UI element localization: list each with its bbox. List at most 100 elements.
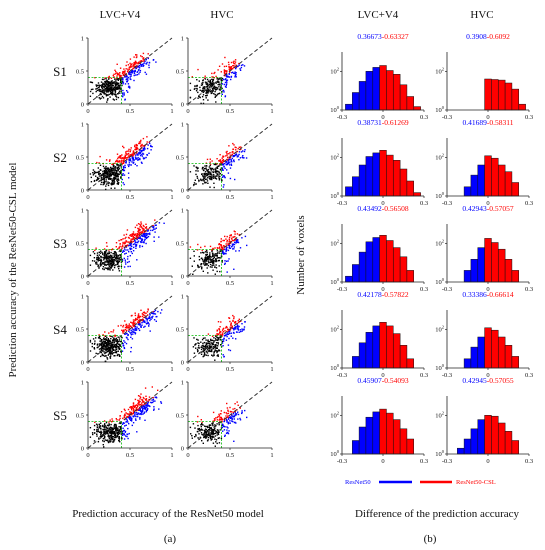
scatter-point xyxy=(206,435,208,437)
scatter-point xyxy=(142,60,144,62)
scatter-point xyxy=(227,432,229,434)
scatter-point xyxy=(100,432,102,435)
scatter-point xyxy=(201,345,203,347)
scatter-point xyxy=(212,254,214,256)
scatter-point xyxy=(97,441,100,443)
scatter-point xyxy=(218,160,220,162)
scatter-point xyxy=(93,260,96,262)
scatter-point xyxy=(227,421,230,424)
scatter-point xyxy=(143,407,145,410)
scatter-point xyxy=(201,251,204,254)
histogram-bar xyxy=(358,342,367,369)
scatter-point xyxy=(125,324,127,326)
scatter-point xyxy=(108,440,111,442)
scatter-point xyxy=(115,242,118,244)
scatter-point xyxy=(122,331,124,333)
scatter-point xyxy=(218,333,220,336)
histogram-bar xyxy=(406,438,414,455)
scatter-point xyxy=(237,418,239,420)
scatter-point xyxy=(220,336,222,339)
scatter-point xyxy=(130,412,132,414)
scatter-point xyxy=(242,157,244,159)
scatter-point xyxy=(113,355,115,357)
scatter-point xyxy=(212,433,214,435)
scatter-point xyxy=(139,244,141,247)
scatter-point xyxy=(219,270,221,273)
x-tick-label: 0.3 xyxy=(525,372,533,379)
scatter-point xyxy=(126,329,128,332)
scatter-point xyxy=(101,354,103,356)
scatter-point xyxy=(110,167,113,170)
scatter-point xyxy=(98,343,101,345)
scatter-point xyxy=(201,173,203,176)
scatter-point xyxy=(109,348,111,350)
scatter-point xyxy=(100,84,102,87)
scatter-point xyxy=(125,246,128,248)
scatter-point xyxy=(237,65,239,67)
scatter-point xyxy=(222,345,224,347)
histogram-bar xyxy=(379,65,387,111)
scatter-point xyxy=(215,335,217,338)
scatter-point xyxy=(106,263,108,266)
scatter-point xyxy=(126,325,129,327)
scatter-point xyxy=(216,336,218,338)
y-tick-label: 102 xyxy=(435,66,444,75)
scatter-point xyxy=(143,228,145,230)
scatter-point xyxy=(94,249,96,251)
scatter-point xyxy=(217,81,219,83)
scatter-point xyxy=(113,253,115,255)
scatter-point xyxy=(107,425,110,427)
scatter-point xyxy=(113,266,116,269)
scatter-point xyxy=(115,337,118,340)
scatter-point xyxy=(198,342,200,345)
scatter-point xyxy=(146,236,149,239)
scatter-point xyxy=(143,403,146,405)
scatter-point xyxy=(114,259,116,261)
histogram-bar xyxy=(491,157,499,197)
scatter-point xyxy=(139,409,142,412)
scatter-point xyxy=(216,86,218,89)
scatter-point xyxy=(141,400,144,402)
scatter-point xyxy=(107,341,109,343)
scatter-point xyxy=(112,170,114,172)
scatter-point xyxy=(132,162,134,164)
scatter-point xyxy=(211,82,214,84)
x-tick-label: -0.3 xyxy=(337,200,347,207)
scatter-point xyxy=(105,254,108,257)
scatter-point xyxy=(204,337,206,339)
scatter-point xyxy=(203,355,205,357)
scatter-point xyxy=(222,354,224,356)
x-tick-label: 1 xyxy=(170,366,173,373)
scatter-point xyxy=(139,237,142,240)
scatter-point xyxy=(132,325,135,327)
histogram-bar xyxy=(463,358,472,369)
scatter-point xyxy=(229,247,232,249)
scatter-point xyxy=(146,61,148,64)
scatter-point xyxy=(191,76,193,78)
scatter-point xyxy=(140,241,142,244)
scatter-point xyxy=(209,245,212,248)
scatter-point xyxy=(123,347,125,349)
scatter-point xyxy=(218,86,220,88)
scatter-point xyxy=(223,70,226,72)
scatter-point xyxy=(132,151,134,153)
scatter-point xyxy=(224,330,226,332)
scatter-point xyxy=(158,222,161,224)
scatter-point xyxy=(142,145,144,147)
scatter-point xyxy=(226,332,229,334)
scatter-point xyxy=(111,336,114,338)
scatter-point xyxy=(113,176,115,179)
scatter-point xyxy=(211,438,213,440)
scatter-point xyxy=(108,182,111,184)
scatter-point xyxy=(99,436,101,438)
scatter-point xyxy=(231,416,233,418)
diagonal-line xyxy=(87,209,173,277)
scatter-point xyxy=(239,148,242,151)
scatter-point xyxy=(209,87,211,89)
scatter-point xyxy=(238,151,241,153)
scatter-point xyxy=(226,431,228,434)
scatter-point xyxy=(203,261,205,263)
scatter-point xyxy=(116,427,118,429)
